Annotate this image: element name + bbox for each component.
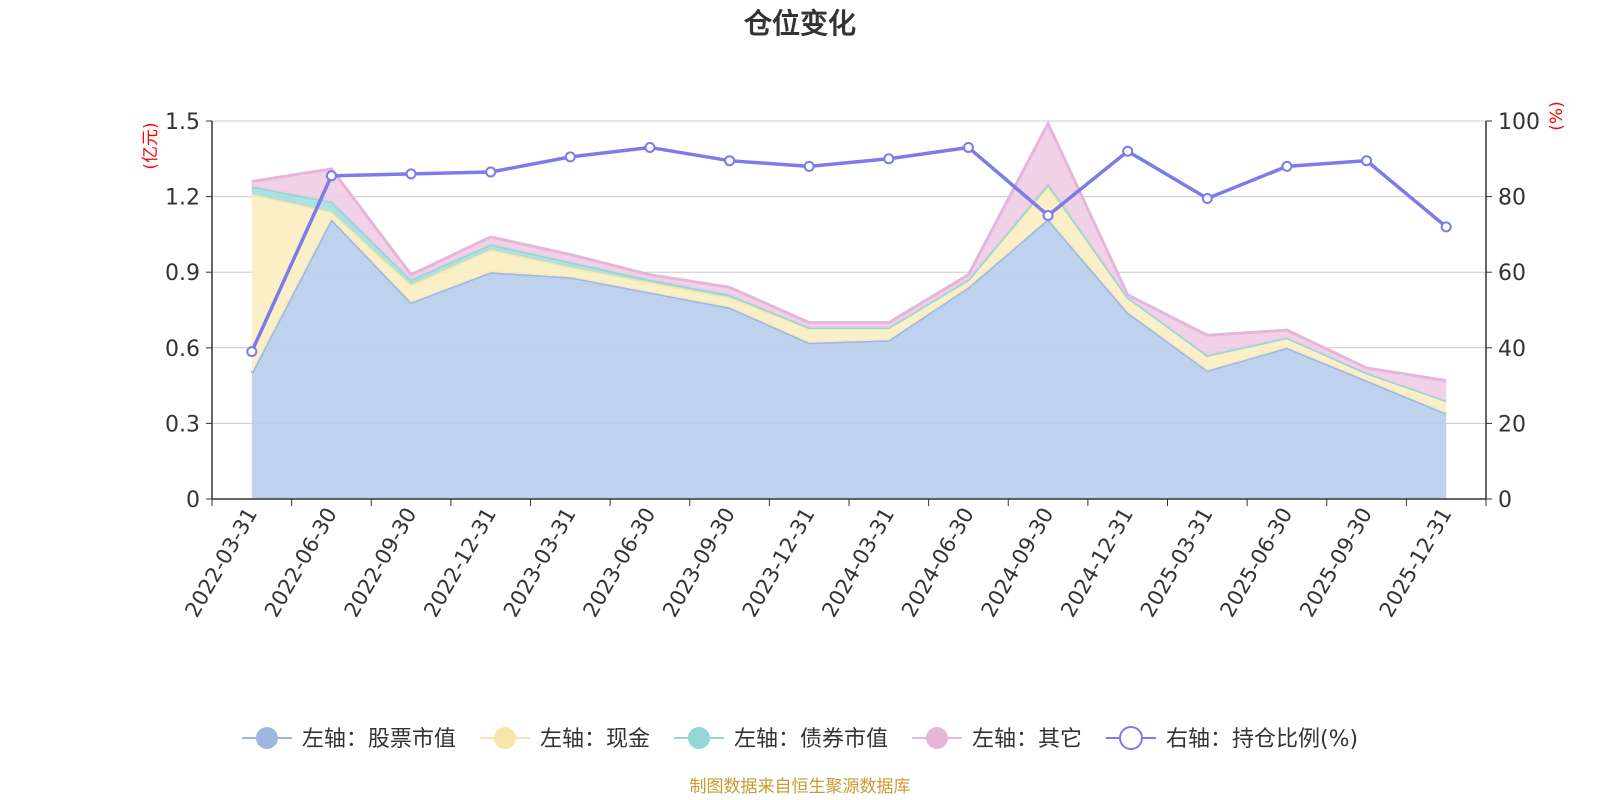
legend-marker-icon — [925, 727, 948, 749]
legend-marker-icon — [687, 727, 710, 749]
holding-ratio-line — [246, 141, 1452, 358]
left-axis-unit: (亿元) — [141, 122, 161, 169]
ratio-point — [803, 160, 815, 172]
ratio-point — [564, 151, 576, 163]
x-tick-label: 2023-06-30 — [578, 504, 660, 622]
right-axis-unit: (%) — [1547, 101, 1567, 130]
left-tick-label: 1.2 — [165, 186, 200, 211]
x-tick-label: 2022-12-31 — [419, 504, 501, 622]
area-series-1 — [251, 219, 1447, 499]
legend-item-1[interactable]: 左轴：股票市值 — [241, 727, 456, 752]
right-tick-label: 0 — [1498, 488, 1512, 513]
x-tick-label: 2024-09-30 — [977, 504, 1059, 622]
right-tick-label: 100 — [1498, 110, 1540, 135]
legend-marker-icon — [255, 727, 278, 749]
x-tick-label: 2024-06-30 — [897, 504, 979, 622]
legend-label: 左轴：股票市值 — [302, 727, 456, 752]
ratio-point — [246, 346, 258, 358]
legend-label: 左轴：其它 — [972, 727, 1082, 752]
x-tick-label: 2022-06-30 — [260, 504, 342, 622]
x-tick-label: 2025-09-30 — [1295, 504, 1377, 622]
ratio-point — [1281, 160, 1293, 172]
ratio-point — [485, 166, 497, 178]
x-tick-label: 2024-03-31 — [817, 504, 899, 622]
left-tick-label: 0.3 — [165, 412, 200, 437]
ratio-point — [644, 141, 656, 153]
ratio-point — [405, 168, 417, 180]
stacked-areas — [250, 120, 1447, 499]
ratio-point — [1122, 145, 1134, 157]
legend[interactable]: 左轴：股票市值 左轴：现金 左轴：债券市值 左轴：其它 右轴：持仓比例(%) — [241, 726, 1358, 752]
ratio-point — [1440, 221, 1452, 233]
ratio-point — [724, 155, 736, 167]
ratio-point — [1201, 192, 1213, 204]
left-tick-label: 0.6 — [165, 337, 200, 362]
legend-label: 左轴：现金 — [540, 727, 650, 752]
x-tick-label: 2023-12-31 — [738, 504, 820, 622]
right-tick-label: 80 — [1498, 186, 1526, 211]
chart-title: 仓位变化 — [744, 7, 856, 40]
right-tick-label: 40 — [1498, 337, 1526, 362]
right-tick-label: 60 — [1498, 261, 1526, 286]
x-tick-label: 2023-09-30 — [658, 504, 740, 622]
ratio-point — [1361, 155, 1373, 167]
left-tick-label: 0.9 — [165, 261, 200, 286]
ratio-line-path — [250, 145, 1448, 353]
x-tick-label: 2022-03-31 — [180, 504, 262, 622]
legend-item-2[interactable]: 左轴：现金 — [479, 727, 650, 752]
ratio-point — [962, 141, 974, 153]
area-edge-series-1 — [250, 216, 1447, 415]
x-tick-label: 2022-09-30 — [340, 504, 422, 622]
x-tick-label: 2024-12-31 — [1056, 504, 1138, 622]
x-tick-label: 2025-03-31 — [1136, 504, 1218, 622]
x-tick-label: 2025-12-31 — [1375, 504, 1457, 622]
area-edge-series-4 — [251, 120, 1447, 383]
ratio-point — [1042, 210, 1054, 221]
legend-label: 左轴：债券市值 — [734, 727, 888, 752]
legend-marker-icon — [493, 727, 516, 749]
right-tick-label: 20 — [1498, 412, 1526, 437]
legend-label: 右轴：持仓比例(%) — [1166, 727, 1358, 752]
left-tick-label: 0 — [186, 488, 200, 513]
x-tick-label: 2025-06-30 — [1215, 504, 1297, 622]
data-source: 制图数据来自恒生聚源数据库 — [690, 777, 911, 797]
left-tick-label: 1.5 — [165, 110, 200, 135]
x-tick-label: 2023-03-31 — [499, 504, 581, 622]
legend-marker-icon — [1118, 726, 1143, 750]
ratio-point — [883, 153, 895, 165]
legend-item-4[interactable]: 左轴：其它 — [911, 727, 1082, 752]
legend-item-5[interactable]: 右轴：持仓比例(%) — [1105, 726, 1358, 752]
legend-item-3[interactable]: 左轴：债券市值 — [673, 727, 888, 752]
ratio-point — [325, 170, 337, 182]
